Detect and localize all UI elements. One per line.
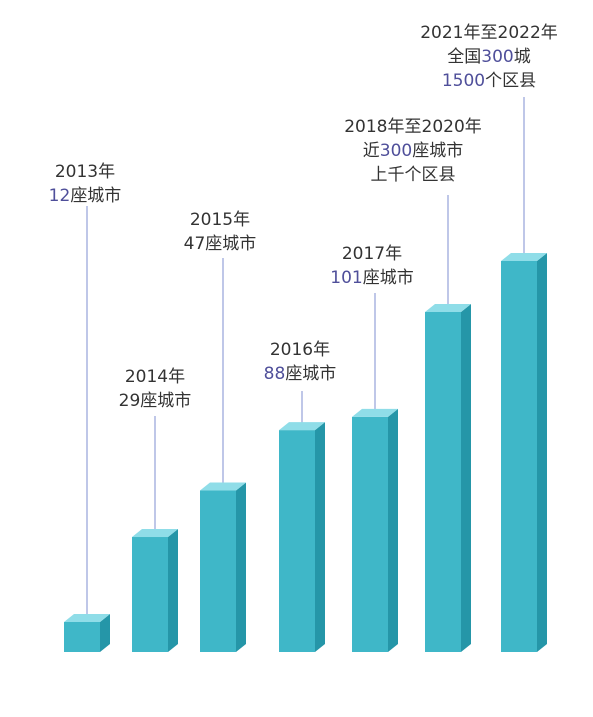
data-label-part: 88 (264, 364, 286, 384)
bar-top (352, 408, 398, 417)
bar-side (236, 482, 246, 652)
data-label-part: 座城市 (363, 268, 414, 288)
data-label: 1500个区县 (442, 71, 536, 91)
data-label: 29座城市 (119, 391, 192, 411)
data-label-part: 2021年至2022年 (420, 23, 558, 43)
data-label: 近300座城市 (363, 141, 463, 161)
data-label: 2018年至2020年 (344, 117, 482, 137)
bar-side (100, 614, 110, 652)
bar-side (168, 529, 178, 652)
data-label-part: 1500 (442, 71, 485, 91)
data-label-part: 座城市 (412, 141, 463, 161)
bar-top (279, 422, 325, 431)
data-label-part: 2017年 (342, 244, 402, 264)
data-label: 101座城市 (330, 268, 413, 288)
bar-top (200, 482, 246, 491)
data-label-part: 城 (514, 47, 531, 67)
data-label: 2016年 (270, 340, 330, 360)
data-label-part: 座城市 (70, 186, 121, 206)
data-label: 全国300城 (447, 47, 530, 67)
data-label: 2015年 (190, 210, 250, 230)
bar-front (64, 622, 100, 652)
data-label: 2014年 (125, 367, 185, 387)
bar-top (64, 614, 110, 622)
data-label: 2013年 (55, 162, 115, 182)
data-label-part: 座城市 (285, 364, 336, 384)
bar-front (200, 490, 236, 652)
bar-side (388, 408, 398, 652)
data-label-part: 近 (363, 141, 380, 161)
data-label: 12座城市 (49, 186, 122, 206)
data-label-part: 2015年 (190, 210, 250, 230)
data-label: 88座城市 (264, 364, 337, 384)
bar-top (425, 304, 471, 312)
data-label-part: 47座城市 (184, 234, 257, 254)
bar-side (461, 304, 471, 652)
data-label: 2017年 (342, 244, 402, 264)
data-label: 2021年至2022年 (420, 23, 558, 43)
data-label-part: 2013年 (55, 162, 115, 182)
bar-front (132, 537, 168, 652)
bar-front (425, 312, 461, 652)
data-label: 上千个区县 (371, 165, 456, 185)
data-label-part: 101 (330, 268, 362, 288)
data-label-part: 300 (380, 141, 412, 161)
data-label-part: 12 (49, 186, 71, 206)
bar-top (501, 253, 547, 261)
data-label-part: 29座城市 (119, 391, 192, 411)
data-label-part: 2016年 (270, 340, 330, 360)
bar-top (132, 529, 178, 538)
bar-front (352, 416, 388, 652)
data-label-part: 2018年至2020年 (344, 117, 482, 137)
data-label-part: 300 (481, 47, 513, 67)
bar-front (279, 430, 315, 652)
bar-side (537, 253, 547, 652)
data-label-part: 个区县 (485, 71, 536, 91)
bar-front (501, 261, 537, 652)
data-label: 47座城市 (184, 234, 257, 254)
data-label-part: 2014年 (125, 367, 185, 387)
bar-side (315, 422, 325, 652)
data-label-part: 全国 (447, 47, 481, 67)
data-label-part: 上千个区县 (371, 165, 456, 185)
